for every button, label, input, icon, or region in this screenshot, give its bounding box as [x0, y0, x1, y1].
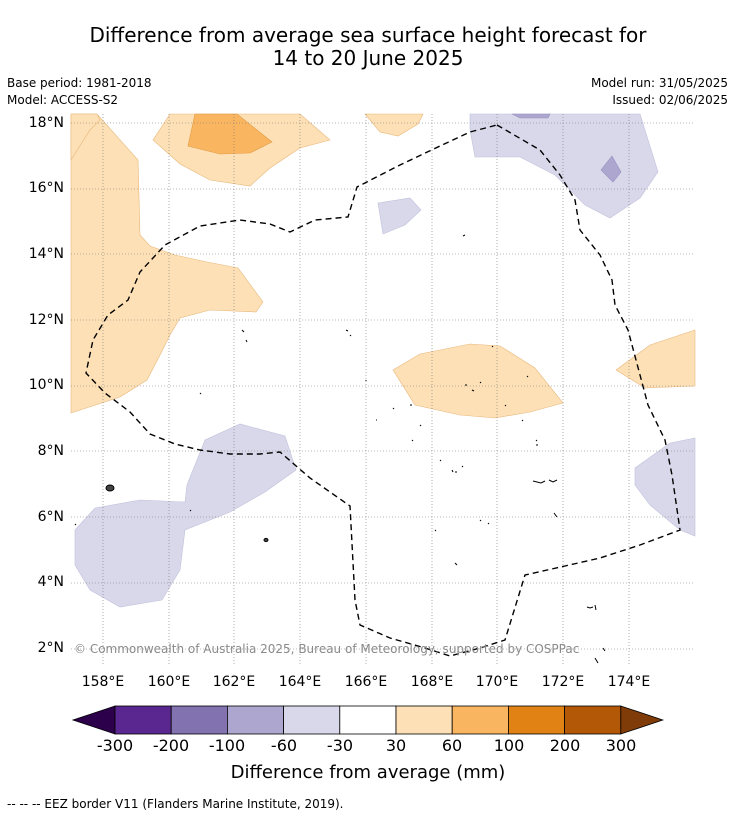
- colorbar-tick-label: -100: [208, 736, 246, 755]
- lat-label: 12°N: [28, 312, 64, 328]
- colorbar-tick-label: 30: [385, 736, 407, 755]
- colorbar-segment: [226, 705, 284, 735]
- anomaly-region-negative: [469, 113, 659, 219]
- lat-label: 4°N: [37, 574, 64, 590]
- map-area: [70, 113, 696, 608]
- lat-label: 6°N: [37, 509, 64, 525]
- lon-label: 164°E: [278, 674, 322, 690]
- issued-date: Issued: 02/06/2025: [612, 93, 728, 107]
- colorbar-segment: [564, 705, 622, 735]
- lat-label: 10°N: [28, 377, 64, 393]
- map-title-line2: 14 to 20 June 2025: [272, 46, 464, 70]
- map-title-line1: Difference from average sea surface heig…: [89, 23, 647, 47]
- colorbar-segment: [339, 705, 397, 735]
- anomaly-region-negative: [377, 197, 422, 235]
- colorbar-segment: [114, 705, 172, 735]
- colorbar-segment: [395, 705, 453, 735]
- colorbar-segment: [451, 705, 509, 735]
- anomaly-region-positive: [364, 113, 424, 137]
- lat-label: 18°N: [28, 115, 64, 131]
- lon-label: 168°E: [410, 674, 454, 690]
- model-name: Model: ACCESS-S2: [7, 93, 119, 107]
- colorbar-tick-label: 300: [605, 736, 637, 755]
- eez-legend: -- -- -- EEZ border V11 (Flanders Marine…: [7, 797, 344, 811]
- lon-label: 160°E: [147, 674, 191, 690]
- colorbar-tick-label: -60: [270, 736, 298, 755]
- lon-label: 174°E: [607, 674, 651, 690]
- lat-label: 14°N: [28, 246, 64, 262]
- lon-label: 162°E: [212, 674, 256, 690]
- anomaly-region-positive: [392, 343, 564, 419]
- colorbar: [71, 705, 665, 735]
- eez-border: [85, 124, 681, 657]
- colorbar-tick-label: -30: [326, 736, 354, 755]
- colorbar-extend-max: [620, 705, 665, 735]
- lat-label: 2°N: [37, 640, 64, 656]
- colorbar-segment: [283, 705, 341, 735]
- lon-label: 166°E: [344, 674, 388, 690]
- colorbar-tick-label: 200: [549, 736, 581, 755]
- lat-label: 8°N: [37, 443, 64, 459]
- colorbar-tick-label: -300: [96, 736, 134, 755]
- island-markers: [74, 234, 606, 664]
- base-period: Base period: 1981-2018: [7, 76, 152, 90]
- anomaly-region-positive: [187, 113, 273, 155]
- colorbar-extend-min: [71, 705, 116, 735]
- anomaly-region-negative: [74, 423, 297, 608]
- anomaly-region-negative: [511, 113, 551, 119]
- anomaly-region-negative: [634, 437, 696, 537]
- colorbar-tick-label: 100: [493, 736, 525, 755]
- colorbar-title: Difference from average (mm): [230, 762, 506, 783]
- map-gridlines: [71, 114, 695, 664]
- lon-label: 158°E: [81, 674, 125, 690]
- model-run: Model run: 31/05/2025: [590, 76, 728, 90]
- colorbar-segment: [507, 705, 565, 735]
- colorbar-segment: [170, 705, 228, 735]
- anomaly-region-negative: [600, 155, 622, 183]
- anomaly-region-positive: [615, 329, 696, 389]
- copyright-watermark: © Commonwealth of Australia 2025, Bureau…: [74, 642, 580, 656]
- lat-label: 16°N: [28, 180, 64, 196]
- colorbar-tick-label: -200: [152, 736, 190, 755]
- anomaly-region-positive: [70, 113, 101, 162]
- lon-label: 172°E: [541, 674, 585, 690]
- colorbar-tick-label: 60: [441, 736, 463, 755]
- lon-label: 170°E: [475, 674, 519, 690]
